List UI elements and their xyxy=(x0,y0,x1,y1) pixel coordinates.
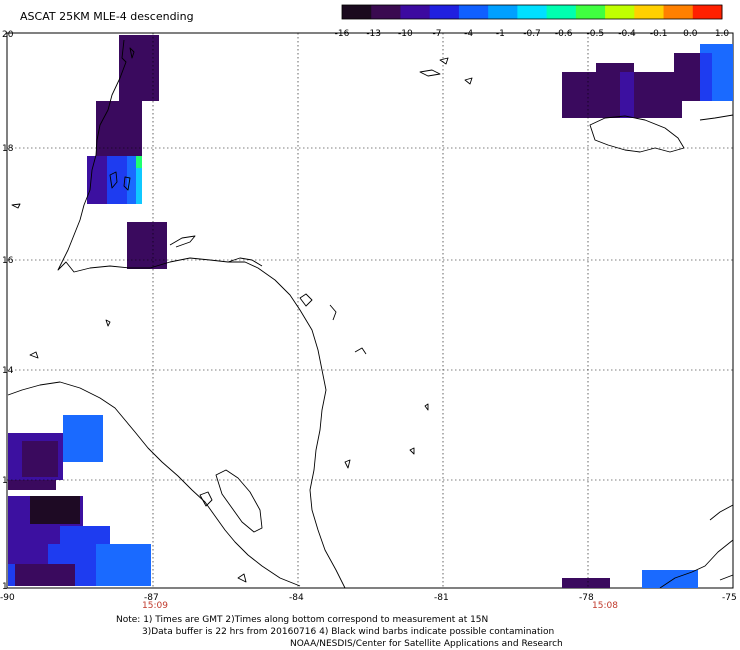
colorbar-label: -13 xyxy=(366,29,381,39)
colorbar-label: 0.0 xyxy=(683,29,698,39)
plot-frame xyxy=(6,32,734,589)
lat-label: 16 xyxy=(2,256,14,266)
lat-labels: 20 18 16 14 1 1 xyxy=(2,30,14,592)
lon-label: -90 xyxy=(0,593,15,603)
lon-label: -75 xyxy=(722,593,737,603)
colorbar-label: -16 xyxy=(335,29,350,39)
colorbar-label: -10 xyxy=(398,29,413,39)
lat-label: 14 xyxy=(2,366,14,376)
colorbar-swatch xyxy=(458,5,489,19)
time-label: 15:08 xyxy=(592,601,618,611)
lon-labels: -90 -87 -84 -81 -78 -75 xyxy=(0,593,737,603)
colorbar-label: -0.6 xyxy=(555,29,573,39)
note-line-2: 3)Data buffer is 22 hrs from 20160716 4)… xyxy=(142,627,555,637)
colorbar-swatch xyxy=(488,5,518,19)
colorbar-label: -0.4 xyxy=(618,29,636,39)
coastlines xyxy=(7,39,734,589)
colorbar-label: -0.5 xyxy=(587,29,605,39)
colorbar-label: -7 xyxy=(433,29,442,39)
lat-label: 1 xyxy=(2,582,8,592)
colorbar-label: -0.1 xyxy=(650,29,668,39)
note-line-1: Note: 1) Times are GMT 2)Times along bot… xyxy=(116,615,489,625)
lat-label: 1 xyxy=(2,476,8,486)
lon-label: -81 xyxy=(434,593,449,603)
lat-label: 18 xyxy=(2,144,14,154)
colorbar-swatch xyxy=(634,5,665,19)
lon-label: -87 xyxy=(144,593,159,603)
colorbar-label: -1 xyxy=(496,29,505,39)
colorbar-swatch xyxy=(429,5,460,19)
colorbar-label: -4 xyxy=(464,29,473,39)
time-labels: 15:09 15:08 xyxy=(142,601,618,611)
lat-label: 20 xyxy=(2,30,14,40)
colorbar-swatch xyxy=(517,5,548,19)
colorbar-swatch xyxy=(575,5,606,19)
map-title: ASCAT 25KM MLE-4 descending xyxy=(20,10,194,23)
colorbar: -16 -13 -10 -7 -4 -1 -0.7 -0.6 -0.5 -0.4 -0.1 0.0 1.… xyxy=(335,4,730,39)
colorbar-swatch xyxy=(546,5,577,19)
colorbar-swatch xyxy=(663,5,694,19)
colorbar-swatch xyxy=(342,5,372,19)
colorbar-swatch xyxy=(605,5,635,19)
note-line-3: NOAA/NESDIS/Center for Satellite Applica… xyxy=(290,639,563,649)
time-label: 15:09 xyxy=(142,601,168,611)
lon-label: -78 xyxy=(579,593,594,603)
colorbar-swatch xyxy=(400,5,431,19)
data-swaths xyxy=(8,35,733,588)
lon-label: -84 xyxy=(289,593,304,603)
graticule xyxy=(7,33,733,588)
colorbar-swatch xyxy=(692,5,723,19)
colorbar-swatch xyxy=(371,5,401,19)
colorbar-label: 1.0 xyxy=(715,29,730,39)
colorbar-label: -0.7 xyxy=(523,29,541,39)
